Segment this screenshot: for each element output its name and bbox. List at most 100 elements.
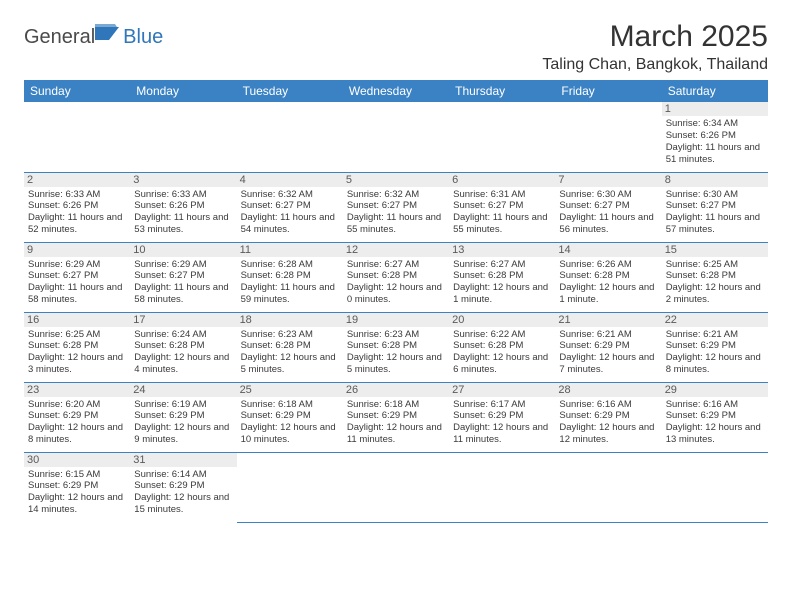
day-ss: Sunset: 6:28 PM <box>28 340 126 352</box>
day-info: Sunrise: 6:28 AMSunset: 6:28 PMDaylight:… <box>241 259 339 307</box>
calendar-day: 14Sunrise: 6:26 AMSunset: 6:28 PMDayligh… <box>555 242 661 312</box>
day-dl: Daylight: 11 hours and 52 minutes. <box>28 212 126 236</box>
day-ss: Sunset: 6:26 PM <box>666 130 764 142</box>
calendar-empty <box>343 102 449 172</box>
calendar-day: 29Sunrise: 6:16 AMSunset: 6:29 PMDayligh… <box>662 382 768 452</box>
day-info: Sunrise: 6:15 AMSunset: 6:29 PMDaylight:… <box>28 469 126 517</box>
day-number: 7 <box>555 173 661 187</box>
day-number: 3 <box>130 173 236 187</box>
calendar-empty <box>555 102 661 172</box>
day-number: 10 <box>130 243 236 257</box>
calendar-day: 21Sunrise: 6:21 AMSunset: 6:29 PMDayligh… <box>555 312 661 382</box>
day-ss: Sunset: 6:28 PM <box>453 340 551 352</box>
calendar-day: 3 Sunrise: 6:33 AMSunset: 6:26 PMDaylight… <box>130 172 236 242</box>
day-number: 2 <box>24 173 130 187</box>
day-number: 28 <box>555 383 661 397</box>
day-info: Sunrise: 6:32 AMSunset: 6:27 PMDaylight:… <box>347 189 445 237</box>
day-sr: Sunrise: 6:25 AM <box>666 259 764 271</box>
day-dl: Daylight: 12 hours and 10 minutes. <box>241 422 339 446</box>
day-dl: Daylight: 12 hours and 5 minutes. <box>241 352 339 376</box>
brand-logo: General Blue <box>24 20 163 49</box>
calendar-empty <box>343 452 449 522</box>
day-sr: Sunrise: 6:19 AM <box>134 399 232 411</box>
day-info: Sunrise: 6:34 AMSunset: 6:26 PMDaylight:… <box>666 118 764 166</box>
day-ss: Sunset: 6:29 PM <box>28 410 126 422</box>
day-dl: Daylight: 12 hours and 0 minutes. <box>347 282 445 306</box>
day-number: 22 <box>662 313 768 327</box>
day-dl: Daylight: 11 hours and 53 minutes. <box>134 212 232 236</box>
page-header: General Blue March 2025 Taling Chan, Ban… <box>24 20 768 74</box>
day-info: Sunrise: 6:33 AMSunset: 6:26 PMDaylight:… <box>134 189 232 237</box>
day-info: Sunrise: 6:20 AMSunset: 6:29 PMDaylight:… <box>28 399 126 447</box>
day-sr: Sunrise: 6:28 AM <box>241 259 339 271</box>
calendar-day: 22Sunrise: 6:21 AMSunset: 6:29 PMDayligh… <box>662 312 768 382</box>
day-ss: Sunset: 6:29 PM <box>453 410 551 422</box>
calendar-empty <box>449 452 555 522</box>
day-number: 8 <box>662 173 768 187</box>
calendar-day: 15Sunrise: 6:25 AMSunset: 6:28 PMDayligh… <box>662 242 768 312</box>
day-ss: Sunset: 6:29 PM <box>559 340 657 352</box>
day-dl: Daylight: 11 hours and 59 minutes. <box>241 282 339 306</box>
calendar-day: 18Sunrise: 6:23 AMSunset: 6:28 PMDayligh… <box>237 312 343 382</box>
weekday-header: Wednesday <box>343 80 449 102</box>
day-info: Sunrise: 6:31 AMSunset: 6:27 PMDaylight:… <box>453 189 551 237</box>
calendar-empty <box>237 102 343 172</box>
day-number: 17 <box>130 313 236 327</box>
calendar-day: 30Sunrise: 6:15 AMSunset: 6:29 PMDayligh… <box>24 452 130 522</box>
day-number: 11 <box>237 243 343 257</box>
calendar-page: General Blue March 2025 Taling Chan, Ban… <box>0 0 792 543</box>
calendar-day: 2 Sunrise: 6:33 AMSunset: 6:26 PMDaylight… <box>24 172 130 242</box>
day-ss: Sunset: 6:29 PM <box>347 410 445 422</box>
day-sr: Sunrise: 6:32 AM <box>347 189 445 201</box>
day-sr: Sunrise: 6:23 AM <box>241 329 339 341</box>
day-info: Sunrise: 6:30 AMSunset: 6:27 PMDaylight:… <box>559 189 657 237</box>
day-info: Sunrise: 6:19 AMSunset: 6:29 PMDaylight:… <box>134 399 232 447</box>
day-info: Sunrise: 6:22 AMSunset: 6:28 PMDaylight:… <box>453 329 551 377</box>
day-ss: Sunset: 6:29 PM <box>134 480 232 492</box>
day-dl: Daylight: 12 hours and 15 minutes. <box>134 492 232 516</box>
day-number: 6 <box>449 173 555 187</box>
weekday-header: Tuesday <box>237 80 343 102</box>
day-dl: Daylight: 12 hours and 9 minutes. <box>134 422 232 446</box>
calendar-day: 17Sunrise: 6:24 AMSunset: 6:28 PMDayligh… <box>130 312 236 382</box>
calendar-day: 4Sunrise: 6:32 AMSunset: 6:27 PMDaylight… <box>237 172 343 242</box>
day-info: Sunrise: 6:23 AMSunset: 6:28 PMDaylight:… <box>241 329 339 377</box>
day-number: 16 <box>24 313 130 327</box>
day-ss: Sunset: 6:29 PM <box>559 410 657 422</box>
day-number: 20 <box>449 313 555 327</box>
day-dl: Daylight: 12 hours and 11 minutes. <box>347 422 445 446</box>
calendar-day: 5 Sunrise: 6:32 AMSunset: 6:27 PMDaylight… <box>343 172 449 242</box>
day-sr: Sunrise: 6:21 AM <box>666 329 764 341</box>
day-number: 14 <box>555 243 661 257</box>
day-dl: Daylight: 12 hours and 3 minutes. <box>28 352 126 376</box>
day-dl: Daylight: 12 hours and 8 minutes. <box>28 422 126 446</box>
day-info: Sunrise: 6:14 AMSunset: 6:29 PMDaylight:… <box>134 469 232 517</box>
calendar-body: 1Sunrise: 6:34 AMSunset: 6:26 PMDaylight… <box>24 102 768 522</box>
brand-text-2: Blue <box>123 26 163 49</box>
day-sr: Sunrise: 6:32 AM <box>241 189 339 201</box>
calendar-head: SundayMondayTuesdayWednesdayThursdayFrid… <box>24 80 768 102</box>
day-ss: Sunset: 6:27 PM <box>134 270 232 282</box>
day-dl: Daylight: 12 hours and 1 minute. <box>559 282 657 306</box>
day-dl: Daylight: 11 hours and 58 minutes. <box>28 282 126 306</box>
calendar-day: 1Sunrise: 6:34 AMSunset: 6:26 PMDaylight… <box>662 102 768 172</box>
day-number: 15 <box>662 243 768 257</box>
day-number: 5 <box>343 173 449 187</box>
day-sr: Sunrise: 6:27 AM <box>453 259 551 271</box>
day-ss: Sunset: 6:29 PM <box>28 480 126 492</box>
day-ss: Sunset: 6:27 PM <box>666 200 764 212</box>
day-dl: Daylight: 11 hours and 55 minutes. <box>347 212 445 236</box>
day-info: Sunrise: 6:21 AMSunset: 6:29 PMDaylight:… <box>559 329 657 377</box>
calendar-day: 24Sunrise: 6:19 AMSunset: 6:29 PMDayligh… <box>130 382 236 452</box>
day-ss: Sunset: 6:28 PM <box>559 270 657 282</box>
calendar-week: 2Sunrise: 6:33 AMSunset: 6:26 PMDaylight… <box>24 172 768 242</box>
day-number: 29 <box>662 383 768 397</box>
day-sr: Sunrise: 6:33 AM <box>28 189 126 201</box>
day-sr: Sunrise: 6:21 AM <box>559 329 657 341</box>
day-ss: Sunset: 6:28 PM <box>241 270 339 282</box>
day-dl: Daylight: 12 hours and 6 minutes. <box>453 352 551 376</box>
day-ss: Sunset: 6:26 PM <box>28 200 126 212</box>
day-info: Sunrise: 6:32 AMSunset: 6:27 PMDaylight:… <box>241 189 339 237</box>
calendar-empty <box>130 102 236 172</box>
day-number: 19 <box>343 313 449 327</box>
